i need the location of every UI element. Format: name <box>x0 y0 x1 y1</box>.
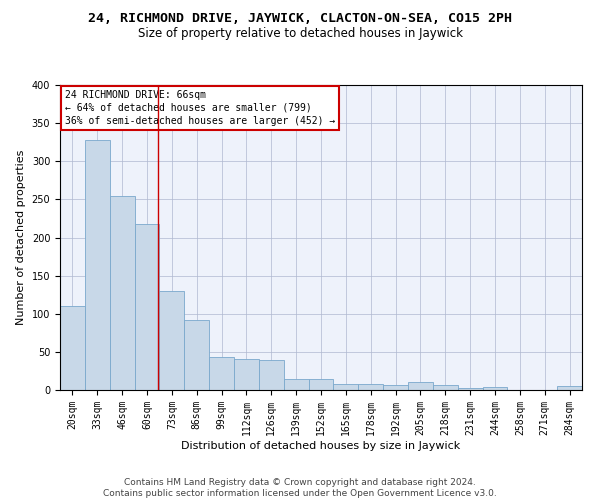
Bar <box>308 378 334 390</box>
Bar <box>408 382 433 390</box>
Bar <box>284 378 308 390</box>
Bar <box>209 357 234 390</box>
Bar <box>358 384 383 390</box>
Bar <box>557 386 582 390</box>
Bar <box>334 384 358 390</box>
Bar <box>110 196 134 390</box>
Text: Contains HM Land Registry data © Crown copyright and database right 2024.
Contai: Contains HM Land Registry data © Crown c… <box>103 478 497 498</box>
Text: 24 RICHMOND DRIVE: 66sqm
← 64% of detached houses are smaller (799)
36% of semi-: 24 RICHMOND DRIVE: 66sqm ← 64% of detach… <box>65 90 335 126</box>
Text: Size of property relative to detached houses in Jaywick: Size of property relative to detached ho… <box>137 28 463 40</box>
Y-axis label: Number of detached properties: Number of detached properties <box>16 150 26 325</box>
Bar <box>160 291 184 390</box>
Bar <box>458 388 482 390</box>
Bar <box>259 360 284 390</box>
Bar <box>184 320 209 390</box>
X-axis label: Distribution of detached houses by size in Jaywick: Distribution of detached houses by size … <box>181 440 461 450</box>
Text: 24, RICHMOND DRIVE, JAYWICK, CLACTON-ON-SEA, CO15 2PH: 24, RICHMOND DRIVE, JAYWICK, CLACTON-ON-… <box>88 12 512 26</box>
Bar <box>433 386 458 390</box>
Bar <box>482 387 508 390</box>
Bar <box>234 358 259 390</box>
Bar <box>85 140 110 390</box>
Bar <box>60 306 85 390</box>
Bar <box>134 224 160 390</box>
Bar <box>383 386 408 390</box>
